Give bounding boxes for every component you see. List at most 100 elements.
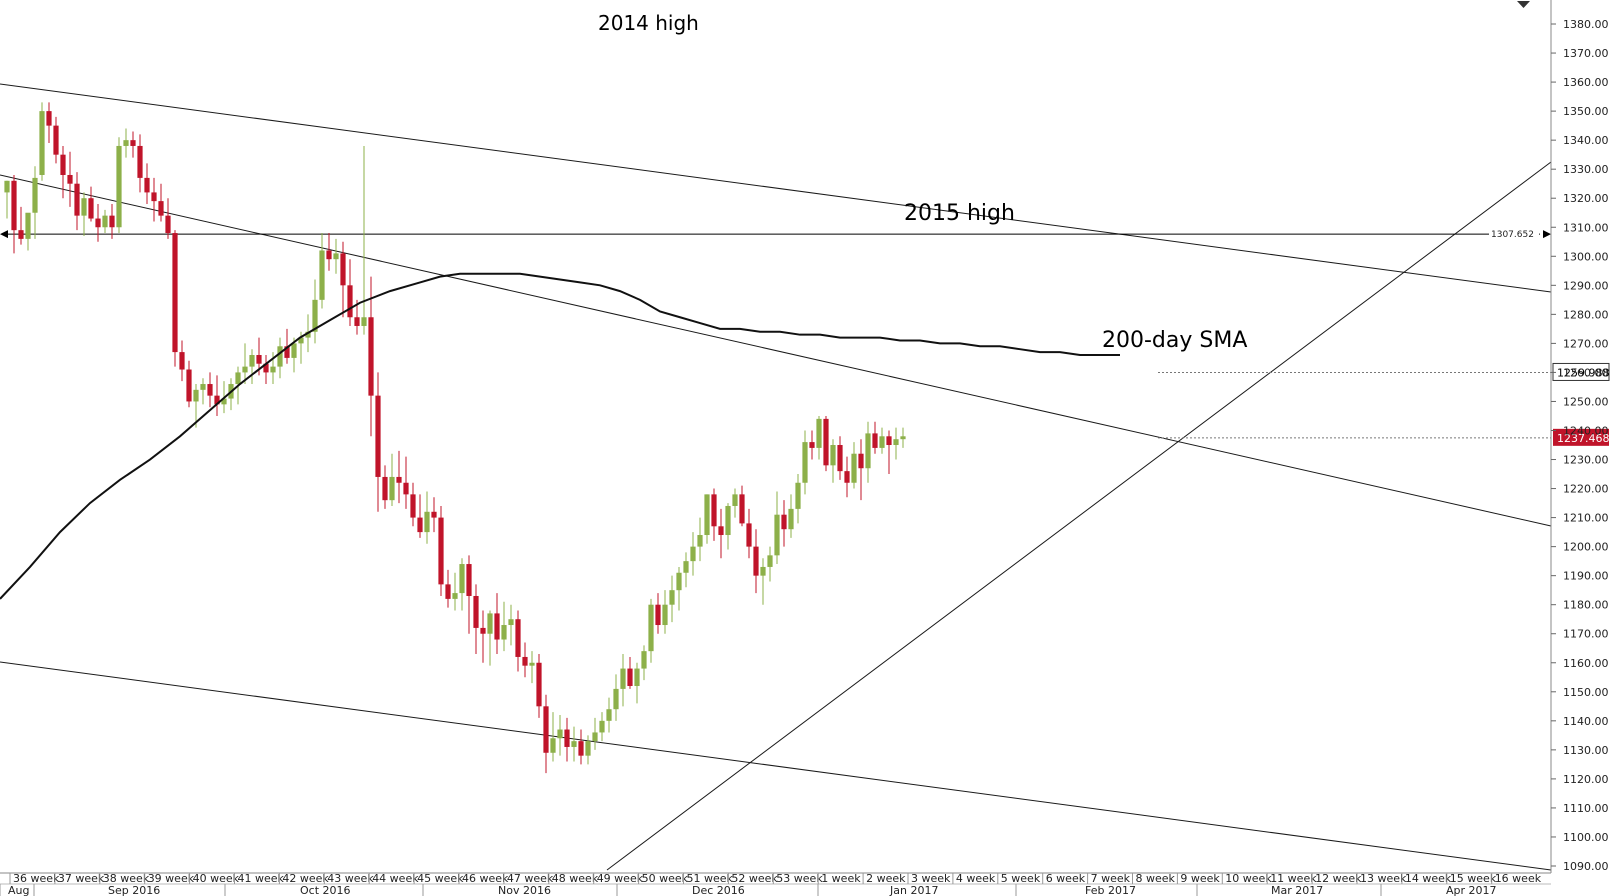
candle-body (60, 154, 66, 175)
candle-body (501, 625, 507, 640)
level-1237-tag (1553, 428, 1609, 446)
candle-body (417, 517, 423, 533)
candle-body (39, 111, 45, 175)
week-label: 5 week (1001, 872, 1041, 885)
candle-body (557, 729, 563, 739)
candle-body (67, 174, 73, 184)
candle-body (144, 177, 150, 193)
y-tick-label: 1130.00 (1563, 744, 1609, 757)
week-label: 41 week (238, 872, 285, 885)
candle-body (739, 494, 745, 524)
candle-body (816, 418, 822, 448)
candle-body (823, 418, 829, 466)
candle-body (116, 145, 122, 228)
week-label: 3 week (911, 872, 951, 885)
candle-body (774, 514, 780, 556)
candle-body (214, 395, 220, 405)
candle-body (81, 198, 87, 216)
week-label: 6 week (1046, 872, 1086, 885)
y-axis: 1090.00 1100.00 1110.00 1120.00 1130.00 1140.… (1550, 0, 1609, 873)
month-label: Jan 2017 (889, 884, 938, 896)
y-tick-label: 1310.00 (1563, 221, 1609, 234)
candle-body (634, 668, 640, 686)
candle-body (767, 555, 773, 567)
candle-body (487, 613, 493, 634)
annotation-2014-high: 2014 high (598, 11, 699, 35)
candle-body (53, 125, 59, 155)
lower-channel-line (0, 661, 1552, 871)
candle-body (732, 494, 738, 506)
candle-body (305, 331, 311, 338)
candle-body (151, 192, 157, 202)
candle-body (802, 442, 808, 483)
candle-body (95, 218, 101, 228)
y-tick-label: 1250.00 (1563, 395, 1609, 408)
y-tick-label: 1120.00 (1563, 773, 1609, 786)
week-label: 12 week (1315, 872, 1362, 885)
y-tick-label: 1340.00 (1563, 134, 1609, 147)
candle-body (319, 250, 325, 300)
candle-body (452, 593, 458, 599)
level-1259-label: 1259.988 (1557, 366, 1610, 379)
week-label: 39 week (148, 872, 195, 885)
week-label: 49 week (597, 872, 644, 885)
upper-channel-line (0, 83, 1552, 293)
candle-body (459, 564, 465, 594)
week-label: 11 week (1270, 872, 1317, 885)
y-tick-label: 1150.00 (1563, 686, 1609, 699)
y-tick-label: 1190.00 (1563, 570, 1609, 583)
candle-body (718, 526, 724, 536)
candle-body (753, 546, 759, 576)
candle-body (788, 508, 794, 530)
price-levels: 1307.652 1259.988 1237.468 (0, 227, 1610, 446)
week-label: 9 week (1180, 872, 1220, 885)
candle-body (543, 706, 549, 753)
week-label: 10 week (1225, 872, 1272, 885)
candle-body (900, 436, 906, 440)
candle-body (627, 668, 633, 686)
ascending-support-line (606, 161, 1552, 871)
candle-body (284, 346, 290, 358)
y-tick-label: 1370.00 (1563, 47, 1609, 60)
candle-body (620, 668, 626, 689)
candle-body (858, 453, 864, 469)
candle-body (809, 442, 815, 448)
trendlines (0, 83, 1552, 871)
week-label: 4 week (956, 872, 996, 885)
candle-body (396, 476, 402, 483)
candle-body (564, 729, 570, 747)
week-label: 2 week (866, 872, 906, 885)
month-label: Dec 2016 (692, 884, 745, 896)
candle-body (494, 613, 500, 640)
y-tick-label: 1100.00 (1563, 831, 1609, 844)
y-tick-label: 1260.00 (1563, 366, 1609, 379)
candle-body (508, 619, 514, 626)
candle-body (270, 366, 276, 373)
candle-body (704, 494, 710, 536)
candle-body (207, 384, 213, 396)
candle-body (585, 741, 591, 756)
y-tick-label: 1320.00 (1563, 192, 1609, 205)
candle-body (368, 317, 374, 396)
week-label: 1 week (821, 872, 861, 885)
chart-menu-arrow-icon[interactable] (1517, 1, 1530, 8)
y-tick-label: 1230.00 (1563, 454, 1609, 467)
y-tick-label: 1160.00 (1563, 657, 1609, 670)
month-label: Apr 2017 (1446, 884, 1497, 896)
week-label: 42 week (282, 872, 329, 885)
candle-body (361, 317, 367, 326)
y-axis-ticks: 1090.00 1100.00 1110.00 1120.00 1130.00 1140.… (1551, 18, 1609, 873)
candle-body (403, 482, 409, 495)
candle-body (25, 212, 31, 239)
week-label: 36 week (13, 872, 60, 885)
y-tick-label: 1210.00 (1563, 512, 1609, 525)
candle-body (662, 604, 668, 626)
level-1307-tag-bg (1489, 227, 1539, 241)
candle-body (655, 604, 661, 626)
month-label: Oct 2016 (300, 884, 351, 896)
candle-body (200, 384, 206, 390)
y-tick-label: 1200.00 (1563, 541, 1609, 554)
candle-body (74, 183, 80, 216)
